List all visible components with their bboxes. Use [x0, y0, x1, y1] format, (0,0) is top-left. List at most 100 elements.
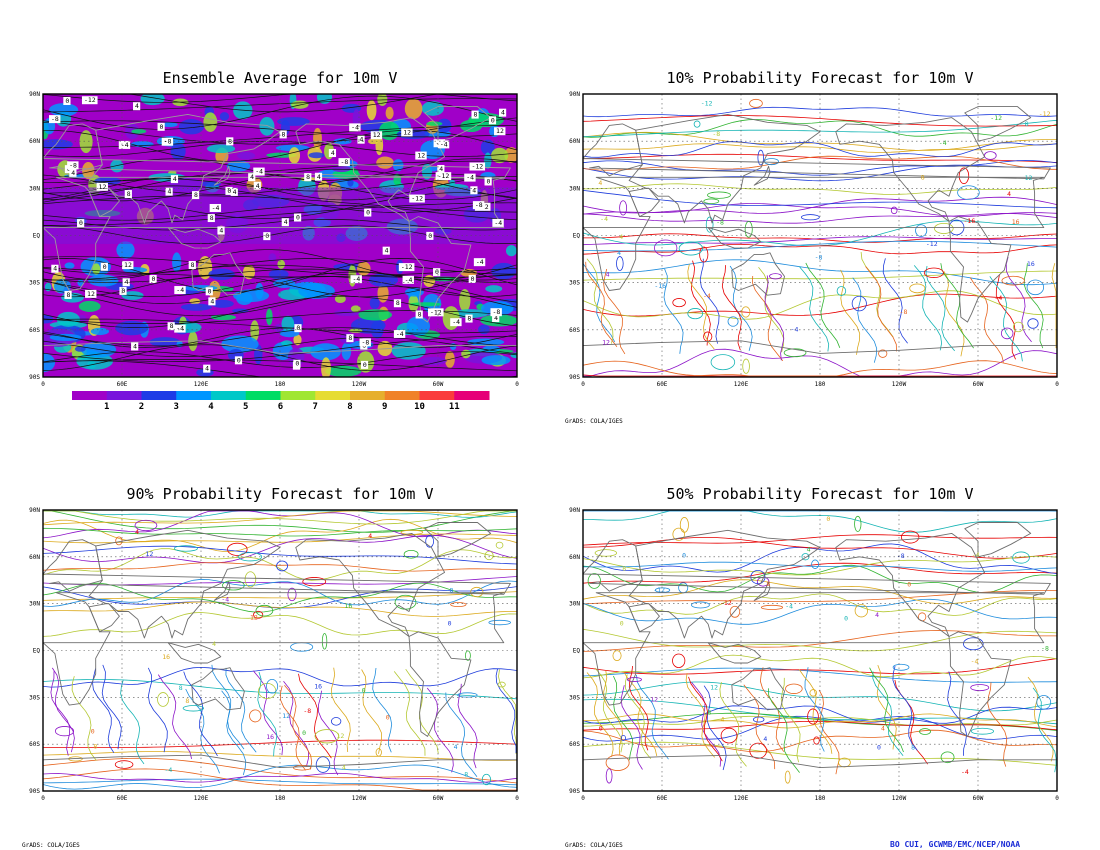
contour-label: 0 [227, 187, 231, 195]
lat-tick-label: EQ [33, 648, 41, 655]
colorbar-swatch [72, 391, 108, 400]
colorbar-swatch [454, 391, 490, 400]
contour-label: 16 [1027, 260, 1035, 268]
contour-label: -8 [340, 158, 348, 166]
colorbar-swatch [315, 391, 351, 400]
contour-label: -8 [164, 138, 172, 146]
lon-tick-label: 0 [515, 381, 519, 388]
contour-label: -4 [353, 275, 361, 283]
lon-tick-label: 60E [117, 381, 128, 388]
contour-label: -8 [303, 707, 311, 715]
contour-label: 12 [146, 550, 154, 558]
contour-label: -4 [466, 174, 474, 182]
lat-tick-label: 30S [569, 694, 580, 701]
contour-label: -4 [600, 215, 608, 223]
lon-tick-label: 120W [352, 381, 367, 388]
colorbar-swatch [176, 391, 212, 400]
contour-label: 0 [620, 619, 624, 627]
contour-label: -4 [939, 139, 947, 147]
contour-label: 12 [496, 127, 504, 135]
lat-tick-label: 30N [29, 185, 40, 192]
contour-label: -4 [121, 141, 129, 149]
contour-label: 12 [1025, 174, 1033, 182]
contour-label: 16 [344, 602, 352, 610]
lon-tick-label: 180 [275, 795, 286, 802]
contour-label: 0 [844, 614, 848, 622]
contour-label: -12 [84, 96, 96, 104]
contour-label: 0 [428, 232, 432, 240]
lat-tick-label: 60S [29, 327, 40, 334]
contour-label: 0 [79, 219, 83, 227]
contour-label: 4 [763, 735, 767, 743]
colorbar-swatch [384, 391, 420, 400]
contour-label: 0 [363, 361, 367, 369]
colorbar-swatch [106, 391, 142, 400]
contour-label: -4 [452, 318, 460, 326]
contour-label: 8 [210, 214, 214, 222]
contour-label: -12 [471, 162, 483, 170]
contour-label: -4 [972, 551, 980, 559]
contour-label: -4 [255, 168, 263, 176]
lat-tick-label: 60N [29, 554, 40, 561]
contour-label: 8 [911, 744, 915, 752]
colorbar-swatch [211, 391, 247, 400]
panel-title-p10: 10% Probability Forecast for 10m V [666, 69, 974, 87]
contour-label: 8 [622, 564, 626, 572]
contour-label: -4 [971, 657, 979, 665]
contour-label: 8 [93, 742, 97, 750]
contour-label: 12 [710, 684, 718, 692]
contour-label: 12 [417, 152, 425, 160]
contour-label: 4 [219, 226, 223, 234]
colorbar-swatch [419, 391, 455, 400]
contour-label: 8 [185, 697, 189, 705]
lat-tick-label: 60N [29, 138, 40, 145]
contour-label: 8 [194, 191, 198, 199]
lat-tick-label: 30N [569, 601, 580, 608]
contour-label: 4 [71, 169, 75, 177]
contour-label: 8 [306, 173, 310, 181]
contour-label: 0 [682, 552, 686, 560]
contour-label: 0 [65, 97, 69, 105]
colorbar-swatch [141, 391, 177, 400]
contour-label: 8 [418, 310, 422, 318]
contour-label: 12 [373, 131, 381, 139]
colorbar-tick-label: 11 [448, 402, 460, 412]
contour-label: 4 [342, 764, 346, 772]
colorbar-tick-label: 7 [312, 402, 318, 412]
colorbar-tick-label: 1 [104, 402, 110, 412]
contour-label: 0 [487, 177, 491, 185]
credit-grads-top-right: GrADS: COLA/IGES [565, 418, 623, 425]
contour-label: 0 [448, 620, 452, 628]
contour-label: -4 [164, 766, 172, 774]
contour-label: 4 [619, 233, 623, 241]
contour-label: 0 [160, 123, 164, 131]
lat-tick-label: 30S [29, 694, 40, 701]
map-panel-p10: 4 -4 8 -8 -12 12 -16 16 4 -4 -8 -12 4 -4 8 -8 -12 12 -16 16… [569, 91, 1059, 388]
contour-label: 4 [721, 715, 725, 723]
lat-tick-label: 90S [569, 374, 580, 381]
contour-label: 12 [403, 128, 411, 136]
contour-label: -4 [494, 219, 502, 227]
map-panel-p50: 0 4 -4 8 -8 12 -12 0 4 -4 8 0 0 4 -4 8 -8 12 -12 0 4 -4 8 0 0 4 90… [569, 507, 1059, 802]
contour-label: 8 [127, 190, 131, 198]
lon-tick-label: 120E [194, 795, 209, 802]
contour-label: 4 [368, 532, 372, 540]
contour-label: 0 [826, 515, 830, 523]
map-panel-p90: 4081216-4-812164084081216-4-812164084090… [29, 507, 519, 802]
lat-tick-label: EQ [33, 233, 41, 240]
contour-label: -4 [703, 292, 711, 300]
contour-label: 4 [385, 247, 389, 255]
contour-label: 8 [766, 580, 770, 588]
contour-label: -12 [411, 195, 423, 203]
panel-title-p90: 90% Probability Forecast for 10m V [126, 485, 434, 503]
contour-label: 0 [265, 232, 269, 240]
contour-label: 12 [250, 613, 258, 621]
contour-label: 4 [1007, 190, 1011, 198]
contour-label: 4 [875, 611, 879, 619]
contour-label: 0 [296, 214, 300, 222]
contour-label: 4 [205, 365, 209, 373]
contour-label: 0 [91, 728, 95, 736]
contour-label: 16 [266, 733, 274, 741]
contour-label: -8 [900, 308, 908, 316]
contour-label: 4 [501, 109, 505, 117]
